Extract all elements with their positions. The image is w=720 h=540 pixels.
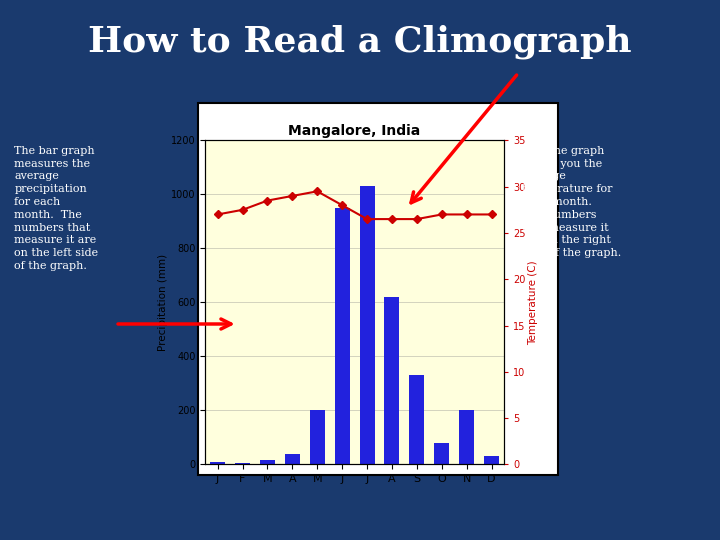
Bar [210,462,225,464]
Title: Mangalore, India: Mangalore, India [289,124,420,138]
Bar [310,410,325,464]
Bar [459,410,474,464]
Bar [235,463,250,464]
Bar [285,454,300,464]
Bar [260,460,275,464]
Y-axis label: Precipitation (mm): Precipitation (mm) [158,254,168,351]
Bar [384,297,400,464]
Text: The bar graph
measures the
average
precipitation
for each
month.  The
numbers th: The bar graph measures the average preci… [14,146,99,271]
Text: The line graph
shows you the
average
temperature for
each month.
The numbers
tha: The line graph shows you the average tem… [522,146,621,258]
Bar [335,208,350,464]
Y-axis label: Temperature (C): Temperature (C) [528,260,539,345]
Bar [434,443,449,464]
Text: How to Read a Climograph: How to Read a Climograph [88,24,632,59]
Bar [484,456,499,464]
Bar [359,186,374,464]
Bar [410,375,424,464]
